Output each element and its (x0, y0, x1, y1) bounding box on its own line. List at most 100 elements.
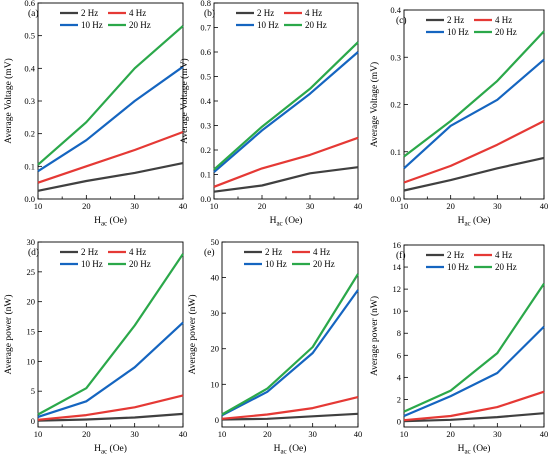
plot-frame (37, 2, 184, 200)
series-line-10hz (213, 51, 359, 173)
x-tick-label: 10 (210, 201, 219, 211)
x-tick-label: 10 (34, 201, 43, 211)
y-tick-label: 10 (27, 356, 36, 366)
x-tick-label: 30 (306, 201, 315, 211)
chart-panel-a: 10 20 30 40 0.0 0.1 0.2 0.3 0.4 0.5 0.6 2 Hz 4 Hz 10 … (3, 0, 187, 228)
y-tick-label: 0.1 (24, 161, 35, 171)
x-tick-label: 20 (258, 201, 267, 211)
y-tick-label: 0.0 (24, 194, 35, 204)
y-axis-title: Average Voltage (mV) (369, 62, 380, 147)
legend-label: 2 Hz (81, 247, 98, 257)
plot-frame (221, 241, 359, 428)
y-tick-label: 40 (211, 273, 220, 283)
y-tick-label: 0.0 (200, 194, 211, 204)
y-tick-label: 0.2 (390, 100, 401, 110)
legend-label: 20 Hz (129, 259, 151, 269)
y-tick-label: 0.4 (390, 5, 401, 15)
x-axis-title: Hac (Oe) (94, 215, 127, 228)
legend-label: 10 Hz (257, 20, 279, 30)
series-line-20hz (37, 253, 184, 416)
panel-label: (f) (396, 250, 406, 261)
legend-label: 10 Hz (265, 259, 287, 269)
legend-label: 4 Hz (313, 247, 330, 257)
series-line-20hz (221, 273, 359, 416)
x-tick-label: 40 (179, 201, 188, 211)
y-tick-label: 0.8 (200, 0, 211, 8)
y-tick-label: 20 (27, 297, 36, 307)
legend-label: 10 Hz (81, 259, 103, 269)
x-axis-title: Hac (Oe) (94, 443, 127, 456)
legend-label: 4 Hz (305, 8, 322, 18)
series-line-2hz (403, 412, 545, 423)
series-line-2hz (37, 162, 184, 192)
y-tick-label: 0.2 (24, 129, 35, 139)
x-tick-label: 40 (540, 429, 549, 439)
legend-label: 20 Hz (305, 20, 327, 30)
y-tick-label: 0.7 (200, 23, 211, 33)
x-axis-title: Hac (Oe) (274, 443, 307, 456)
legend-label: 2 Hz (447, 15, 464, 25)
series-line-4hz (403, 390, 545, 422)
x-axis-title: Hac (Oe) (458, 215, 491, 228)
legend-label: 4 Hz (129, 8, 146, 18)
series-line-20hz (213, 41, 359, 171)
y-tick-label: 0.3 (200, 121, 211, 131)
series-line-4hz (213, 136, 359, 188)
x-tick-label: 40 (354, 201, 363, 211)
y-tick-label: 10 (211, 379, 220, 389)
y-tick-label: 50 (211, 237, 220, 247)
x-tick-label: 10 (34, 429, 43, 439)
y-axis-title: Average Voltage (mV) (179, 58, 190, 143)
y-tick-label: 0.5 (200, 72, 211, 82)
x-tick-label: 40 (179, 429, 188, 439)
y-tick-label: 0 (31, 416, 35, 426)
chart-panel-d: 10 20 30 40 0 5 10 15 20 25 30 2 Hz 4 Hz 10 Hz 20 Hz (d… (3, 237, 187, 456)
x-tick-label: 30 (493, 429, 502, 439)
legend-label: 20 Hz (495, 27, 517, 37)
y-tick-label: 0 (397, 416, 401, 426)
x-tick-label: 20 (82, 201, 91, 211)
series-line-2hz (403, 156, 545, 192)
series-line-4hz (37, 394, 184, 421)
panel-label: (c) (396, 15, 407, 26)
series-line-4hz (403, 120, 545, 184)
legend-label: 2 Hz (265, 247, 282, 257)
y-tick-label: 2 (397, 394, 401, 404)
panel-label: (d) (28, 247, 39, 258)
legend-label: 20 Hz (313, 259, 335, 269)
y-tick-label: 0.5 (24, 31, 35, 41)
series-line-10hz (221, 289, 359, 417)
y-tick-label: 0.1 (200, 170, 211, 180)
series-line-2hz (37, 412, 184, 422)
series-line-10hz (37, 65, 184, 173)
y-axis-title: Average power (nW) (187, 294, 198, 374)
y-tick-label: 5 (31, 386, 35, 396)
legend-label: 10 Hz (81, 20, 103, 30)
series-line-2hz (221, 412, 359, 421)
y-tick-label: 14 (393, 262, 402, 272)
y-axis-title: Average Voltage (mV) (3, 58, 14, 143)
x-tick-label: 20 (263, 429, 272, 439)
y-axis-title: Average power (nW) (369, 296, 380, 376)
plot-frame (403, 9, 545, 200)
y-axis-title: Average power (nW) (3, 294, 14, 374)
legend-label: 20 Hz (495, 262, 517, 272)
series-line-20hz (37, 25, 184, 166)
chart-panel-f: 10 20 30 40 0 2 4 6 8 10 12 14 16 2 Hz 4 Hz 10 Hz 20 Hz (… (369, 240, 548, 456)
y-tick-label: 12 (393, 284, 402, 294)
y-tick-label: 0.4 (200, 96, 211, 106)
x-tick-label: 20 (82, 429, 91, 439)
y-tick-label: 0.4 (24, 63, 35, 73)
x-tick-label: 10 (218, 429, 227, 439)
legend-label: 20 Hz (129, 20, 151, 30)
series-line-2hz (213, 166, 359, 193)
x-tick-label: 20 (446, 201, 455, 211)
series-line-4hz (37, 130, 184, 184)
legend-label: 4 Hz (129, 247, 146, 257)
x-tick-label: 10 (400, 429, 409, 439)
chart-panel-c: 10 20 30 40 0.0 0.1 0.2 0.3 0.4 2 Hz 4 Hz 10 Hz 20 H… (369, 5, 548, 228)
y-tick-label: 10 (393, 306, 402, 316)
y-tick-label: 0.3 (390, 52, 401, 62)
y-tick-label: 30 (211, 308, 220, 318)
